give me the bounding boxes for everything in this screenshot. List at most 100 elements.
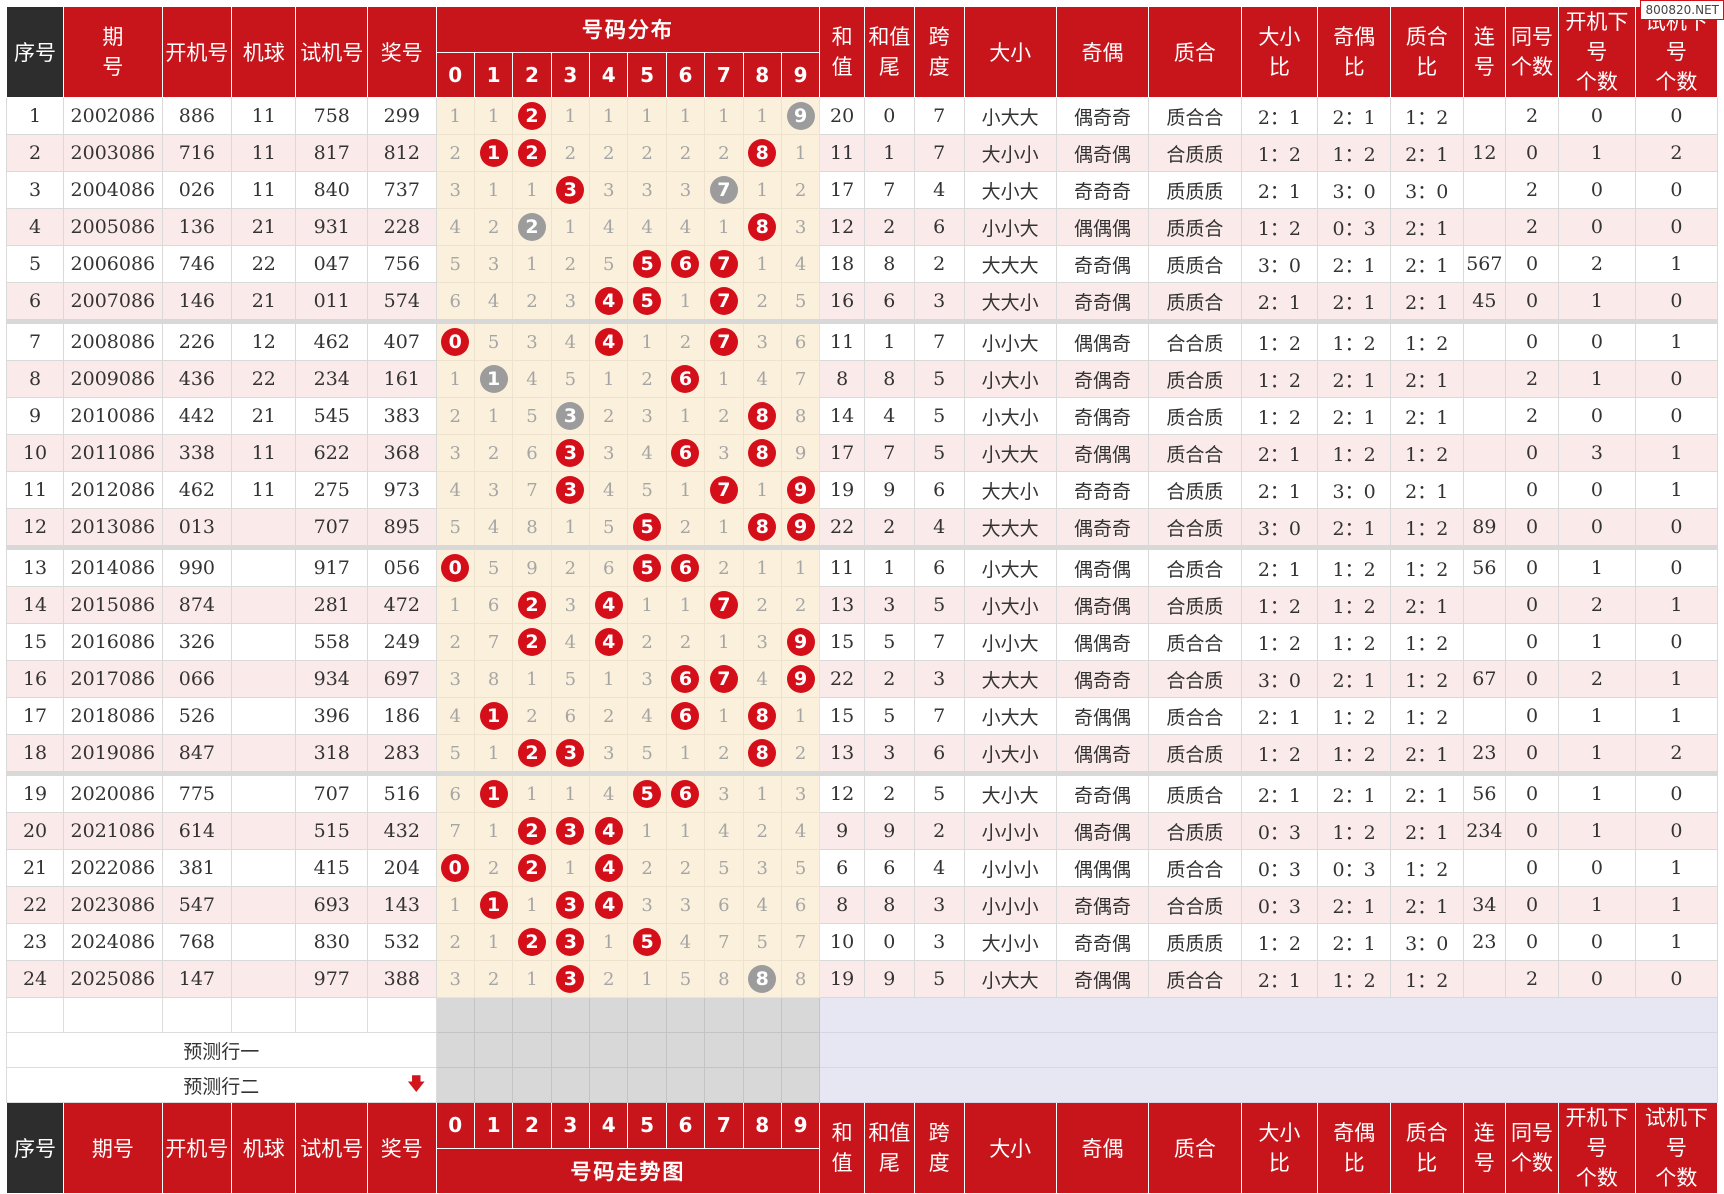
prediction-digit-cell[interactable] (743, 998, 781, 1033)
col-header-period[interactable]: 期 号 排序▲ ■ (64, 7, 163, 98)
prediction-digit-cell[interactable] (781, 998, 819, 1033)
prediction-digit-cell[interactable] (474, 998, 512, 1033)
distribution-cell-9: 9 (781, 472, 819, 509)
open-number-cell: 013 (162, 509, 232, 548)
prediction-digit-cell[interactable] (781, 1033, 819, 1068)
drawn-ball: 3 (556, 739, 584, 767)
prediction-digit-cell[interactable] (436, 1033, 474, 1068)
trial-number-cell: 318 (296, 735, 368, 774)
prediction-digit-cell[interactable] (743, 1068, 781, 1103)
arrow-down-icon[interactable]: 🡇 (407, 1072, 426, 1102)
prediction-digit-cell[interactable] (436, 1068, 474, 1103)
col-header-machine: 机球 (232, 7, 296, 98)
foot-header-consec: 连号 (1463, 1103, 1506, 1194)
size-ratio-cell: 2：1 (1241, 548, 1318, 587)
machine-ball-cell: 21 (232, 283, 296, 322)
open-next-count-cell: 1 (1559, 735, 1636, 774)
prediction-label-cell[interactable]: 预测行一 (7, 1033, 437, 1068)
distribution-cell-4: 3 (590, 172, 628, 209)
prediction-digit-cell[interactable] (628, 1068, 666, 1103)
drawn-ball: 1 (480, 702, 508, 730)
distribution-cell-1: 1 (474, 813, 512, 850)
parity-ratio-cell: 1：2 (1318, 435, 1391, 472)
same-count-cell: 2 (1506, 361, 1559, 398)
sum-tail-cell: 2 (864, 509, 914, 548)
seq-cell: 11 (7, 472, 64, 509)
distribution-cell-5: 5 (628, 548, 666, 587)
drawn-ball: 3 (556, 439, 584, 467)
prediction-digit-cell[interactable] (513, 998, 551, 1033)
parity-pattern-cell: 奇偶奇 (1056, 361, 1148, 398)
trial-next-count-cell: 0 (1635, 98, 1717, 135)
open-number-cell: 147 (162, 961, 232, 998)
prediction-label-cell[interactable]: 预测行二🡇 (7, 1068, 437, 1103)
distribution-cell-6: 4 (666, 209, 704, 246)
prediction-digit-cell[interactable] (781, 1068, 819, 1103)
period-cell: 2022086 (64, 850, 163, 887)
col-header-distribution: 号码分布 (436, 7, 820, 53)
sum-tail-cell: 9 (864, 472, 914, 509)
distribution-cell-7: 7 (705, 587, 743, 624)
prediction-digit-cell[interactable] (513, 1033, 551, 1068)
distribution-cell-8: 3 (743, 850, 781, 887)
foot-header-size: 大小 (964, 1103, 1056, 1194)
sum-tail-cell: 3 (864, 587, 914, 624)
period-cell: 2015086 (64, 587, 163, 624)
prize-number-cell: 407 (368, 322, 436, 361)
drawn-ball: 0 (441, 854, 469, 882)
seq-cell: 19 (7, 774, 64, 813)
prediction-digit-cell[interactable] (743, 1033, 781, 1068)
distribution-cell-4: 2 (590, 398, 628, 435)
distribution-cell-9: 2 (781, 587, 819, 624)
prediction-digit-cell[interactable] (590, 1033, 628, 1068)
distribution-cell-3: 3 (551, 924, 589, 961)
prediction-digit-cell[interactable] (436, 998, 474, 1033)
span-cell: 6 (914, 472, 964, 509)
prediction-digit-cell[interactable] (590, 1068, 628, 1103)
drawn-ball: 8 (748, 739, 776, 767)
distribution-cell-9: 9 (781, 661, 819, 698)
prediction-digit-cell[interactable] (666, 1033, 704, 1068)
prediction-digit-cell[interactable] (666, 998, 704, 1033)
prediction-digit-cell[interactable] (628, 1033, 666, 1068)
foot-header-open-next-1: 开机下号 (1565, 1106, 1628, 1160)
prediction-digit-cell[interactable] (628, 998, 666, 1033)
prediction-digit-cell[interactable] (474, 1033, 512, 1068)
open-number-cell: 746 (162, 246, 232, 283)
repeat-ball: 2 (518, 213, 546, 241)
drawn-ball: 7 (710, 287, 738, 315)
prediction-digit-cell[interactable] (705, 998, 743, 1033)
span-cell: 7 (914, 322, 964, 361)
trial-next-count-cell: 1 (1635, 435, 1717, 472)
foot-digit-header-9: 9 (781, 1103, 819, 1149)
distribution-cell-3: 3 (551, 887, 589, 924)
prediction-digit-cell[interactable] (666, 1068, 704, 1103)
sum-tail-cell: 1 (864, 548, 914, 587)
prediction-digit-cell[interactable] (551, 1033, 589, 1068)
parity-ratio-cell: 1：2 (1318, 961, 1391, 998)
distribution-cell-9: 7 (781, 361, 819, 398)
prediction-digit-cell[interactable] (474, 1068, 512, 1103)
prime-ratio-cell: 2：1 (1390, 887, 1463, 924)
trial-number-cell: 234 (296, 361, 368, 398)
prediction-digit-cell[interactable] (705, 1033, 743, 1068)
distribution-cell-4: 1 (590, 361, 628, 398)
prediction-digit-cell[interactable] (551, 1068, 589, 1103)
prediction-digit-cell[interactable] (705, 1068, 743, 1103)
drawn-ball: 7 (710, 665, 738, 693)
sum-cell: 18 (820, 246, 865, 283)
size-ratio-cell: 0：3 (1241, 813, 1318, 850)
distribution-cell-5: 3 (628, 172, 666, 209)
distribution-cell-2: 2 (513, 135, 551, 172)
open-next-count-cell: 1 (1559, 624, 1636, 661)
prediction-digit-cell[interactable] (551, 998, 589, 1033)
distribution-cell-6: 6 (666, 774, 704, 813)
prediction-digit-cell[interactable] (513, 1068, 551, 1103)
distribution-cell-1: 3 (474, 472, 512, 509)
prediction-digit-cell[interactable] (590, 998, 628, 1033)
prime-pattern-cell: 质质合 (1149, 774, 1241, 813)
prime-ratio-cell: 1：2 (1390, 624, 1463, 661)
